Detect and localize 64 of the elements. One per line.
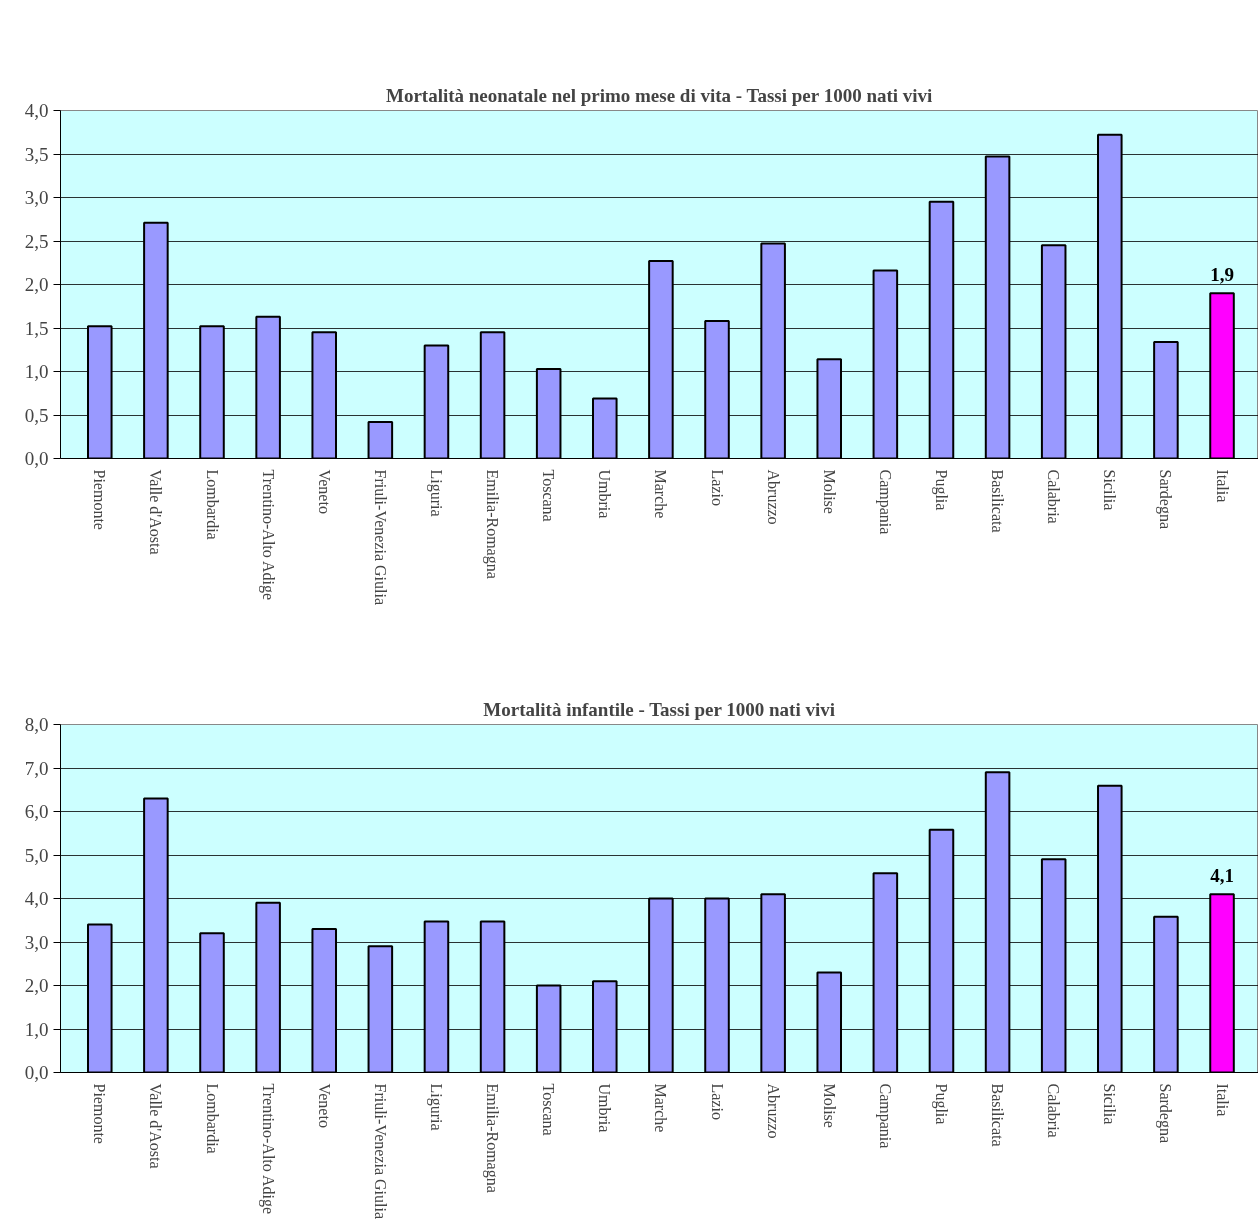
y-tick-label: 6,0 — [24, 801, 49, 822]
y-tick-label: 3,5 — [24, 143, 49, 165]
y-tick-label: 8,0 — [24, 714, 49, 735]
y-tick-label: 1,5 — [24, 317, 49, 339]
x-tick-label: Lazio — [708, 1083, 726, 1120]
y-tick-label: 1,0 — [24, 361, 49, 382]
y-tick-label: 0,0 — [24, 1062, 49, 1083]
chart-title: Mortalità infantile - Tassi per 1000 nati vivi — [483, 698, 835, 720]
x-tick-label: Friuli-Venezia Giulia — [371, 1083, 389, 1220]
data-label: 1,9 — [1210, 264, 1234, 286]
x-tick-label: Umbria — [596, 1083, 614, 1133]
x-tick-label: Lombardia — [203, 1083, 221, 1154]
x-tick-label: Emilia-Romagna — [483, 469, 502, 579]
x-tick-label: Veneto — [315, 469, 333, 514]
x-tick-label: Molise — [820, 1083, 838, 1128]
x-tick-label: Calabria — [1045, 1083, 1063, 1138]
x-tick-label: Campania — [875, 1083, 894, 1149]
x-tick-label: Toscana — [540, 1083, 558, 1136]
y-tick-label: 1,0 — [24, 1018, 49, 1040]
y-tick-label: 3,0 — [24, 931, 49, 953]
data-label: 4,1 — [1210, 865, 1234, 887]
x-tick-label: Valle d'Aosta — [147, 1083, 165, 1169]
x-tick-label: Italia — [1213, 469, 1231, 503]
x-tick-label: Trentino-Alto Adige — [258, 469, 277, 601]
x-tick-label: Sicilia — [1101, 1083, 1119, 1125]
x-tick-label: Basilicata — [989, 469, 1007, 533]
x-tick-label: Calabria — [1045, 469, 1063, 524]
y-tick-label: 2,0 — [24, 975, 49, 996]
x-tick-label: Sicilia — [1101, 469, 1119, 511]
x-tick-label: Friuli-Venezia Giulia — [371, 469, 389, 606]
x-tick-label: Piemonte — [91, 1083, 109, 1144]
x-tick-label: Abruzzo — [764, 469, 782, 525]
x-tick-label: Piemonte — [91, 469, 109, 530]
x-tick-label: Molise — [820, 469, 838, 514]
x-tick-label: Liguria — [426, 1083, 445, 1131]
y-tick-label: 4,0 — [24, 100, 49, 121]
x-tick-label: Toscana — [540, 469, 558, 522]
x-tick-label: Puglia — [931, 1083, 950, 1125]
x-tick-label: Umbria — [596, 469, 614, 519]
x-tick-label: Trentino-Alto Adige — [258, 1083, 277, 1215]
x-tick-label: Puglia — [931, 469, 950, 511]
x-tick-label: Campania — [875, 469, 894, 535]
x-tick-label: Lombardia — [203, 469, 221, 540]
y-tick-label: 2,5 — [24, 230, 49, 252]
y-tick-label: 2,0 — [24, 274, 49, 295]
x-tick-label: Sardegna — [1156, 1083, 1175, 1144]
x-tick-label: Italia — [1213, 1083, 1231, 1117]
y-tick-label: 3,0 — [24, 187, 49, 208]
x-tick-label: Lazio — [708, 469, 726, 506]
x-tick-label: Sardegna — [1156, 469, 1175, 530]
y-tick-label: 0,5 — [24, 404, 49, 426]
y-tick-label: 0,0 — [24, 448, 49, 469]
chart-title: Mortalità neonatale nel primo mese di vita - Tassi per 1000 nati vivi — [385, 84, 933, 106]
y-tick-label: 7,0 — [24, 757, 49, 779]
y-tick-label: 5,0 — [24, 844, 49, 866]
x-tick-label: Liguria — [426, 469, 445, 517]
x-tick-label: Valle d'Aosta — [147, 469, 165, 555]
x-tick-label: Basilicata — [989, 1083, 1007, 1147]
x-tick-label: Veneto — [315, 1083, 333, 1128]
x-tick-label: Marche — [652, 1083, 670, 1133]
x-tick-label: Emilia-Romagna — [483, 1083, 502, 1193]
x-tick-label: Marche — [652, 469, 670, 519]
x-tick-label: Abruzzo — [764, 1083, 782, 1139]
y-tick-label: 4,0 — [24, 888, 49, 909]
